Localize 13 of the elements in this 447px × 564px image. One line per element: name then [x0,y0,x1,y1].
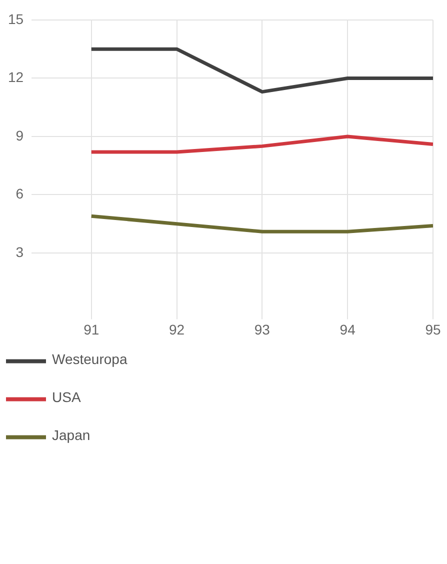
y-tick-label: 3 [16,244,24,260]
x-tick-label: 93 [254,321,270,338]
x-tick-label: 95 [425,321,441,338]
x-tick-label: 91 [84,321,100,338]
legend-label: Westeuropa [52,351,128,368]
legend-label: USA [52,389,82,406]
x-tick-label: 94 [340,321,356,338]
y-tick-label: 12 [8,69,24,86]
y-tick-label: 9 [16,127,24,144]
y-tick-label: 15 [8,10,24,27]
y-tick-label: 6 [16,186,24,202]
x-tick-label: 92 [168,321,185,338]
legend-label: Japan [52,427,90,444]
